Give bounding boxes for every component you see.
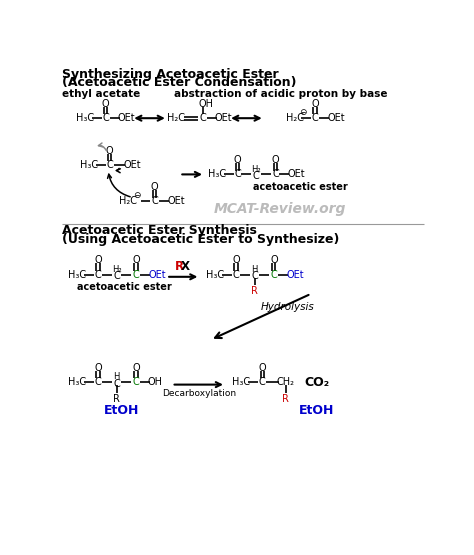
Text: O: O bbox=[232, 255, 240, 265]
Text: (Using Acetoacetic Ester to Synthesize): (Using Acetoacetic Ester to Synthesize) bbox=[63, 233, 340, 245]
Text: EtOH: EtOH bbox=[103, 404, 139, 417]
Text: R: R bbox=[251, 286, 258, 296]
Text: OH: OH bbox=[147, 377, 162, 387]
Text: H₃C: H₃C bbox=[208, 169, 226, 179]
Text: OEt: OEt bbox=[286, 270, 304, 280]
Text: C: C bbox=[199, 113, 206, 123]
Text: ⊖: ⊖ bbox=[300, 108, 307, 117]
Text: H₂C: H₂C bbox=[119, 196, 137, 206]
Text: O: O bbox=[234, 155, 241, 165]
Text: C: C bbox=[259, 377, 265, 387]
Text: C: C bbox=[251, 271, 258, 281]
Text: acetoacetic ester: acetoacetic ester bbox=[77, 282, 172, 292]
Text: H₃C: H₃C bbox=[206, 270, 224, 280]
Text: Decarboxylation: Decarboxylation bbox=[162, 390, 236, 398]
Text: C: C bbox=[233, 270, 239, 280]
Text: H₂: H₂ bbox=[112, 265, 121, 274]
Text: OEt: OEt bbox=[118, 113, 136, 123]
Text: C: C bbox=[113, 379, 120, 389]
Text: C: C bbox=[253, 171, 259, 181]
Text: C: C bbox=[234, 169, 241, 179]
Text: C: C bbox=[133, 270, 139, 280]
Text: C: C bbox=[271, 270, 277, 280]
Text: OEt: OEt bbox=[123, 160, 141, 170]
Text: O: O bbox=[272, 155, 279, 165]
Text: Synthesizing Acetoacetic Ester: Synthesizing Acetoacetic Ester bbox=[63, 68, 279, 81]
Text: O: O bbox=[94, 362, 102, 372]
Text: H: H bbox=[251, 265, 258, 274]
Text: OH: OH bbox=[198, 99, 213, 109]
Text: EtOH: EtOH bbox=[299, 404, 334, 417]
Text: H₂C: H₂C bbox=[286, 113, 304, 123]
Text: C: C bbox=[106, 160, 113, 170]
Text: H₃C: H₃C bbox=[68, 377, 86, 387]
Text: O: O bbox=[106, 145, 113, 155]
Text: OEt: OEt bbox=[288, 169, 305, 179]
Text: OEt: OEt bbox=[327, 113, 345, 123]
Text: H₃C: H₃C bbox=[232, 377, 250, 387]
Text: O: O bbox=[132, 362, 140, 372]
Text: O: O bbox=[132, 255, 140, 265]
Text: OEt: OEt bbox=[215, 113, 232, 123]
Text: C: C bbox=[102, 113, 109, 123]
Text: O: O bbox=[151, 181, 158, 191]
Text: CH₂: CH₂ bbox=[276, 377, 294, 387]
Text: R: R bbox=[282, 394, 289, 404]
Text: H₂C: H₂C bbox=[167, 113, 185, 123]
Text: O: O bbox=[94, 255, 102, 265]
Text: O: O bbox=[311, 99, 319, 109]
Text: R: R bbox=[113, 394, 120, 404]
Text: H₃C: H₃C bbox=[80, 160, 98, 170]
Text: C: C bbox=[95, 377, 101, 387]
Text: OEt: OEt bbox=[148, 270, 166, 280]
Text: C: C bbox=[95, 270, 101, 280]
Text: Hydrolysis: Hydrolysis bbox=[261, 302, 315, 312]
Text: C: C bbox=[113, 271, 120, 281]
Text: acetoacetic ester: acetoacetic ester bbox=[253, 181, 348, 191]
Text: X: X bbox=[181, 260, 190, 273]
Text: O: O bbox=[270, 255, 278, 265]
Text: H₃C: H₃C bbox=[68, 270, 86, 280]
Text: C: C bbox=[272, 169, 279, 179]
Text: OEt: OEt bbox=[167, 196, 185, 206]
Text: ethyl acetate: ethyl acetate bbox=[63, 89, 141, 99]
Text: abstraction of acidic proton by base: abstraction of acidic proton by base bbox=[174, 89, 387, 99]
Text: H₂: H₂ bbox=[251, 164, 261, 174]
Text: O: O bbox=[258, 362, 266, 372]
Text: (Acetoacetic Ester Condensation): (Acetoacetic Ester Condensation) bbox=[63, 76, 297, 89]
Text: H: H bbox=[113, 372, 120, 381]
Text: C: C bbox=[311, 113, 319, 123]
Text: O: O bbox=[102, 99, 109, 109]
Text: C: C bbox=[151, 196, 158, 206]
Text: ⊖: ⊖ bbox=[133, 191, 140, 200]
Text: MCAT-Review.org: MCAT-Review.org bbox=[214, 202, 346, 216]
Text: R: R bbox=[175, 260, 184, 273]
Text: CO₂: CO₂ bbox=[304, 376, 329, 389]
Text: C: C bbox=[133, 377, 139, 387]
Text: Acetoacetic Ester Synthesis: Acetoacetic Ester Synthesis bbox=[63, 224, 257, 237]
Text: H₃C: H₃C bbox=[76, 113, 94, 123]
